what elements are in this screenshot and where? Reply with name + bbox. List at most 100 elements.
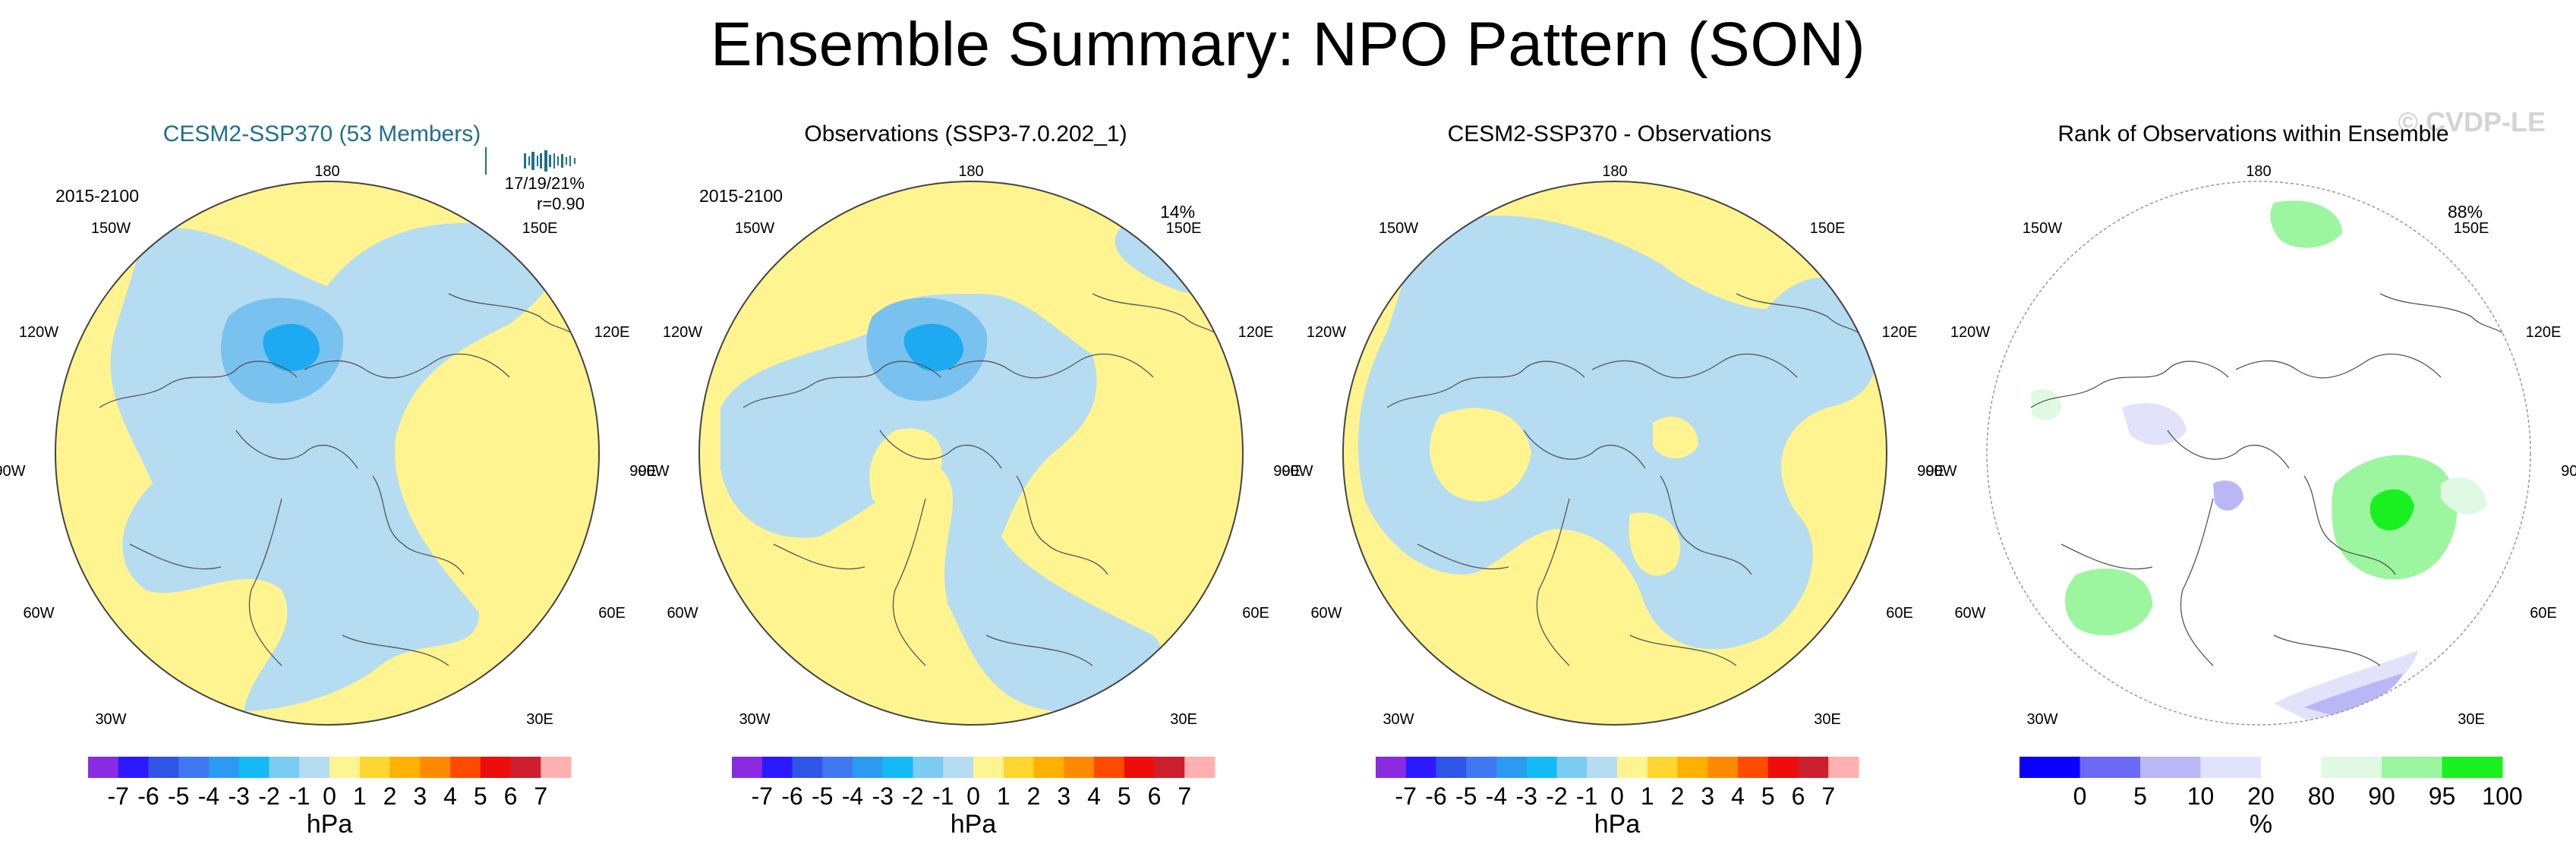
colorbar-swatch <box>882 757 913 778</box>
coastline-7 <box>985 634 1093 666</box>
colorbar-tick-label: 2 <box>1671 782 1685 810</box>
colorbar-tick-label: -7 <box>752 782 773 810</box>
colorbar-tick-label: -4 <box>842 782 863 810</box>
pressure-colorbar: -7 -6 -5 -4 -3 -2 -1 0 1 2 3 4 5 6 7 hPa <box>732 757 1215 839</box>
colorbar-swatch <box>2382 757 2442 778</box>
colorbar-tick-label: -4 <box>1486 782 1507 810</box>
colorbar-tick-label: -5 <box>812 782 833 810</box>
longitude-label: 180 <box>958 163 984 180</box>
colorbar-unit-label: % <box>2250 810 2272 839</box>
coastline-0 <box>743 361 941 408</box>
period-label: 2015-2100 <box>699 186 783 206</box>
longitude-label: 150W <box>2022 220 2063 237</box>
colorbar-swatch <box>2261 757 2322 778</box>
colorbar-tick-label: 100 <box>2482 782 2522 810</box>
map-boundary <box>698 181 1244 726</box>
longitude-label: 30E <box>526 711 553 728</box>
colorbar-tick-label: 3 <box>413 782 427 810</box>
colorbar-swatch <box>209 757 240 778</box>
longitude-label: 60W <box>1310 605 1342 622</box>
longitude-label: 30W <box>739 711 771 728</box>
coastline-2 <box>235 430 358 469</box>
coastline-6 <box>773 543 865 570</box>
colorbar-swatch <box>1556 757 1588 778</box>
colorbar-tick-label: -4 <box>198 782 219 810</box>
colorbar-swatch <box>510 757 541 778</box>
contour-region-3 <box>1629 512 1681 576</box>
colorbar-tick-label: 7 <box>1178 782 1191 810</box>
colorbar-tick-label: -1 <box>932 782 954 810</box>
coastline-0 <box>99 361 298 408</box>
longitude-label: 60E <box>1242 605 1269 622</box>
longitude-label: 150W <box>734 220 775 237</box>
contour-region-1 <box>2065 568 2152 635</box>
colorbar-swatch <box>480 757 511 778</box>
coastline-4 <box>892 498 926 666</box>
colorbar-swatch <box>1405 757 1436 778</box>
colorbar-swatch <box>450 757 481 778</box>
longitude-label: 120E <box>1238 324 1274 341</box>
colorbar-tick-label: -6 <box>781 782 802 810</box>
coastline-2 <box>2167 430 2290 469</box>
panel-difference: CESM2-SSP370 - Observations 180 150E 120E 9… <box>1282 114 1944 847</box>
longitude-label: 120W <box>662 324 703 341</box>
colorbar-tick-label: 1 <box>997 782 1011 810</box>
panel-observations: Observations (SSP3-7.0.202_1) 2015-2100 … <box>638 114 1300 847</box>
colorbar-tick-label: -2 <box>902 782 923 810</box>
colorbar-tick-label: -5 <box>1455 782 1477 810</box>
longitude-label: 90W <box>1282 463 1313 480</box>
panel-title: Rank of Observations within Ensemble <box>2057 121 2449 146</box>
coastline-5 <box>2379 293 2518 348</box>
colorbar-tick-label: 0 <box>966 782 980 810</box>
colorbar-tick-label: 0 <box>323 782 336 810</box>
colorbar-swatch <box>238 757 270 778</box>
colorbar-tick-label: 0 <box>1610 782 1624 810</box>
watermark: © CVDP-LE <box>2398 106 2546 137</box>
longitude-label: 150E <box>2453 220 2489 237</box>
colorbar-swatch <box>2321 757 2382 778</box>
panel-title: CESM2-SSP370 - Observations <box>1447 121 1772 146</box>
coastline-3 <box>2303 475 2396 575</box>
colorbar-tick-label: -7 <box>108 782 129 810</box>
colorbar-swatch <box>1647 757 1678 778</box>
longitude-label: 60W <box>667 605 698 622</box>
contour-region-4 <box>2031 389 2061 420</box>
longitude-label: 180 <box>314 163 340 180</box>
longitude-label: 180 <box>1602 163 1628 180</box>
colorbar-swatch <box>1738 757 1769 778</box>
colorbar-tick-label: -1 <box>288 782 310 810</box>
longitude-label: 120W <box>1950 324 1991 341</box>
colorbar-tick-label: 80 <box>2308 782 2335 810</box>
map-boundary <box>1986 181 2531 726</box>
colorbar-tick-label: -2 <box>258 782 279 810</box>
colorbar-swatch <box>118 757 149 778</box>
colorbar-tick-label: -3 <box>229 782 250 810</box>
colorbar-tick-label: 5 <box>1761 782 1775 810</box>
colorbar-swatch <box>2019 757 2080 778</box>
polar-map <box>698 181 1244 726</box>
colorbar-swatch <box>1184 757 1215 778</box>
contour-region-5 <box>2441 477 2486 515</box>
colorbar-swatch <box>148 757 179 778</box>
colorbar-swatch <box>1124 757 1155 778</box>
colorbar-swatch <box>1767 757 1799 778</box>
colorbar-swatch <box>1003 757 1034 778</box>
contour-region-0 <box>1357 216 1878 650</box>
longitude-label: 30W <box>1383 711 1414 728</box>
coastline-6 <box>1417 543 1509 570</box>
colorbar-tick-label: 6 <box>504 782 518 810</box>
longitude-label: 120W <box>1306 324 1347 341</box>
stats-line-2: r=0.90 <box>537 194 585 213</box>
longitude-label: 150E <box>1809 220 1846 237</box>
coastline-4 <box>1536 498 1570 666</box>
colorbar-tick-label: 4 <box>1731 782 1745 810</box>
contour-region-0 <box>2270 200 2342 248</box>
colorbar-tick-label: 90 <box>2368 782 2395 810</box>
colorbar-tick-label: 3 <box>1701 782 1714 810</box>
colorbar-tick-label: -2 <box>1546 782 1567 810</box>
pressure-colorbar: -7 -6 -5 -4 -3 -2 -1 0 1 2 3 4 5 6 7 hPa <box>1376 757 1859 839</box>
coastline-1 <box>2235 353 2442 379</box>
stats-line-1: 17/19/21% <box>504 174 585 193</box>
longitude-label: 60E <box>598 605 626 622</box>
coastline-4 <box>248 498 282 666</box>
